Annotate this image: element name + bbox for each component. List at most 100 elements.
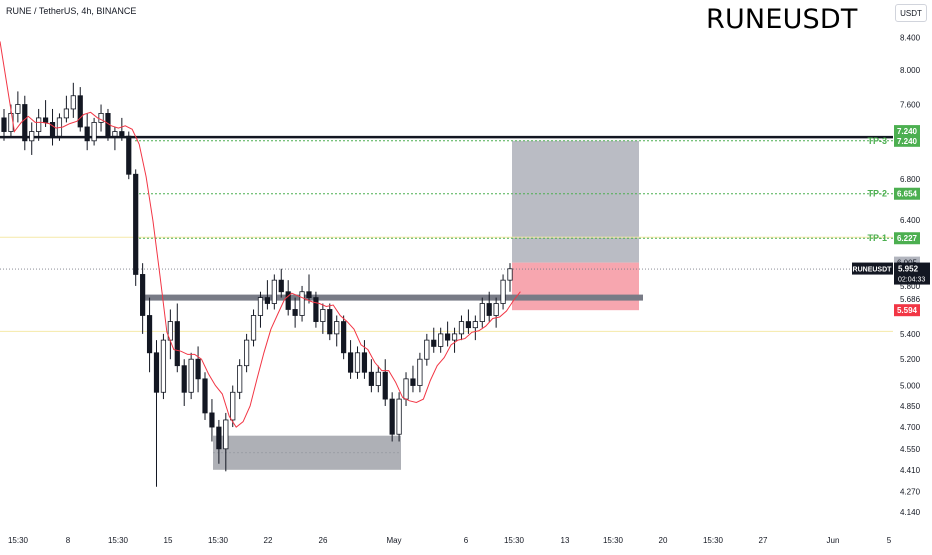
- candle: [417, 352, 423, 393]
- candle-body: [22, 104, 28, 142]
- tp-price-tag: [894, 134, 920, 147]
- candle: [382, 359, 388, 406]
- candle-body: [334, 321, 340, 335]
- candle: [431, 327, 437, 353]
- candle: [49, 108, 56, 146]
- candle: [167, 309, 173, 360]
- candle-body: [320, 309, 326, 322]
- stop-price-label: 5.594: [897, 306, 918, 315]
- candle-body: [347, 352, 354, 373]
- time-axis[interactable]: 15:30 8 15:30 15 15:30 22 26 May 6 15:30 13 15:30 20…: [8, 536, 892, 545]
- candle: [98, 104, 104, 132]
- time-tick-label: 15:30: [208, 536, 229, 545]
- candle: [424, 333, 430, 366]
- candle-body: [202, 378, 208, 414]
- candle-body: [472, 321, 478, 329]
- candle: [244, 333, 250, 373]
- candle: [174, 303, 180, 373]
- candle: [223, 412, 229, 472]
- candle: [181, 359, 187, 406]
- support-band: [140, 294, 643, 301]
- time-tick-label: 26: [319, 536, 328, 545]
- candle-body: [209, 412, 215, 428]
- candle: [327, 303, 333, 341]
- tp-price-tag-label: 6.654: [897, 190, 918, 199]
- candle: [195, 346, 201, 393]
- candle: [257, 291, 264, 328]
- candle-body: [465, 321, 472, 329]
- candle-body: [299, 291, 305, 316]
- candle-body: [306, 291, 312, 298]
- symbol-tag-label: RUNEUSDT: [853, 267, 893, 274]
- candle: [472, 315, 478, 341]
- candle-body: [133, 173, 139, 275]
- price-tick-label: 8.000: [900, 66, 921, 75]
- candle: [493, 297, 499, 328]
- candle-body: [77, 95, 83, 128]
- candle: [368, 359, 374, 393]
- candle-body: [313, 297, 319, 322]
- candle: [264, 280, 270, 310]
- candle-body: [389, 398, 395, 435]
- candle: [334, 315, 340, 347]
- candle-body: [368, 371, 374, 386]
- candle: [479, 297, 485, 328]
- candle-body: [410, 378, 416, 386]
- candle: [354, 346, 361, 379]
- currency-button[interactable]: USDT: [895, 4, 927, 22]
- candle: [153, 340, 160, 487]
- candle-body: [451, 333, 458, 341]
- price-tick-label: 4.270: [900, 487, 921, 496]
- target-zone: [512, 140, 639, 263]
- candle: [250, 309, 257, 347]
- candle: [486, 291, 492, 322]
- time-tick-label: May: [386, 536, 401, 545]
- time-tick-label: 15:30: [108, 536, 129, 545]
- price-tick-label: 6.400: [900, 216, 921, 225]
- candle: [63, 95, 69, 123]
- candle-body: [188, 358, 194, 393]
- tp-price-tag-label: 6.227: [897, 234, 918, 243]
- candle-body: [341, 321, 347, 354]
- candle-body: [119, 131, 125, 137]
- candle-body: [500, 279, 506, 304]
- time-tick-label: 15:30: [504, 536, 525, 545]
- symbol-tag: [852, 262, 893, 275]
- zones-layer: [140, 140, 643, 470]
- candle-body: [486, 303, 492, 316]
- candle-body: [292, 309, 298, 316]
- candle: [209, 399, 215, 442]
- candle: [445, 321, 451, 347]
- candle-body: [479, 303, 485, 322]
- candle: [70, 82, 76, 118]
- candle-body: [160, 339, 167, 393]
- time-tick-label: 27: [759, 536, 768, 545]
- stop-price-tag: [894, 304, 920, 317]
- candle: [29, 122, 35, 155]
- candle: [160, 333, 167, 400]
- price-axis[interactable]: 8.400 8.000 7.600 6.800 6.400 5.800 5.400 5.200…: [852, 33, 930, 517]
- candle: [375, 365, 381, 393]
- resistance-price-tag: [894, 125, 920, 138]
- candle: [140, 263, 146, 334]
- candle-body: [431, 339, 437, 347]
- time-tick-label: 22: [264, 536, 273, 545]
- candle: [465, 309, 472, 334]
- candle: [458, 315, 465, 341]
- price-tick-label: 5.400: [900, 330, 921, 339]
- candle-body: [1, 117, 7, 132]
- moving-average-layer: [0, 41, 521, 428]
- candle: [341, 315, 347, 360]
- candle: [292, 297, 298, 328]
- candle: [389, 392, 395, 442]
- candle-body: [278, 279, 284, 293]
- candle: [410, 365, 416, 393]
- candle-body: [146, 315, 153, 354]
- time-tick-label: 15:30: [603, 536, 624, 545]
- candle-body: [15, 104, 21, 114]
- candle: [271, 274, 277, 310]
- candle: [202, 372, 208, 420]
- candle-body: [417, 358, 423, 386]
